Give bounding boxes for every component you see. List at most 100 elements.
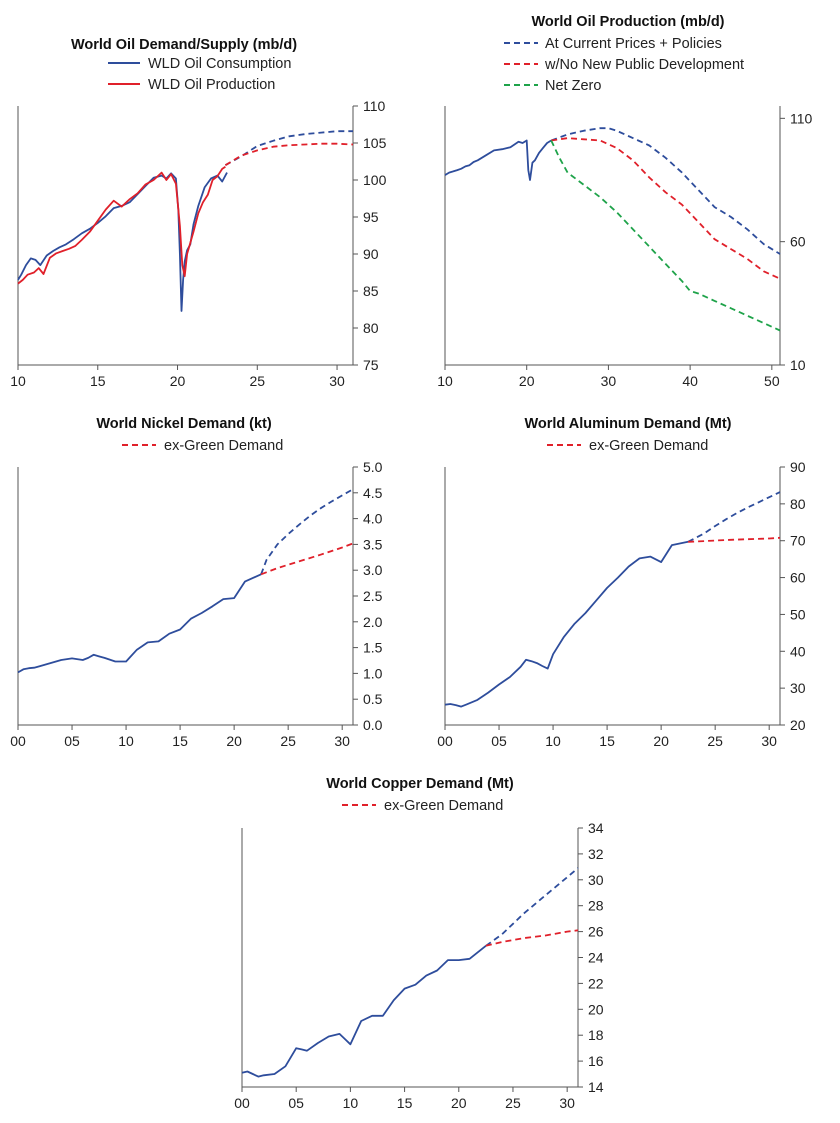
y-tick-label: 2.0 [363,614,383,630]
series-line-history [444,139,552,181]
y-tick-label: 40 [790,643,806,659]
y-tick-label: 1.5 [363,640,383,656]
y-tick-label: 85 [363,283,379,299]
plot-frame [444,106,781,366]
chart-title: World Copper Demand (Mt) [326,776,514,792]
y-tick-label: 10 [790,357,806,373]
x-tick-label: 30 [329,373,345,389]
legend-label-current-policies: At Current Prices + Policies [545,36,722,52]
y-tick-label: 16 [588,1053,604,1069]
y-tick-label: 60 [790,570,806,586]
x-tick-label: 15 [172,733,188,749]
y-tick-label: 3.0 [363,562,383,578]
plot-aluminum-demand: 00 05 10 15 20 25 30 20 30 40 50 60 70 80 90 [437,459,806,749]
series-line-at-current-prices-policies [550,127,781,255]
x-tick-label: 50 [764,373,780,389]
plot-copper-demand: 00 05 10 15 20 25 30 14 16 18 20 22 24 26 28 30 32 34 [234,820,604,1111]
plot-frame [17,106,354,366]
plot-frame [241,828,579,1088]
x-tick-label: 10 [343,1095,359,1111]
y-tick-label: 22 [588,975,604,991]
x-tick-label: 10 [10,373,26,389]
y-tick-label: 32 [588,846,604,862]
y-tick-label: 90 [790,459,806,475]
x-tick-label: 20 [653,733,669,749]
series-line-wld-oil-consumption-forecast [224,130,353,166]
plot-oil-demand-supply: 10 15 20 25 30 75 80 85 90 95 100 105 110 [10,98,386,389]
chart-title: World Nickel Demand (kt) [96,416,272,432]
series-line-ex-green-demand [260,542,354,576]
x-tick-label: 30 [601,373,617,389]
series-line-w-no-new-public-development [551,137,781,280]
chart-copper-demand: World Copper Demand (Mt) ex-Green Demand… [234,776,604,1111]
x-tick-label: 20 [170,373,186,389]
legend-label-production: WLD Oil Production [148,77,275,93]
x-tick-label: 15 [599,733,615,749]
y-tick-label: 75 [363,357,379,373]
series-line-demand-forecast [260,488,354,575]
y-tick-label: 3.5 [363,536,383,552]
x-tick-label: 05 [491,733,507,749]
chart-title: World Aluminum Demand (Mt) [524,416,731,432]
series-line-demand-history [241,945,487,1078]
y-tick-label: 100 [363,172,387,188]
x-tick-label: 10 [437,373,453,389]
legend-label-ex-green: ex-Green Demand [384,798,503,814]
plot-nickel-demand: 00 05 10 15 20 25 30 0.0 0.5 1.0 1.5 2.0 2.5 3.0 3.5 4.… [10,459,382,749]
series-line-wld-oil-production-forecast [224,142,354,166]
x-tick-label: 30 [559,1095,575,1111]
x-tick-label: 05 [64,733,80,749]
x-tick-label: 20 [519,373,535,389]
y-tick-label: 60 [790,234,806,250]
y-tick-label: 18 [588,1027,604,1043]
x-tick-label: 30 [334,733,350,749]
chart-title: World Oil Demand/Supply (mb/d) [71,37,297,53]
plot-frame [444,467,781,726]
y-tick-label: 105 [363,135,387,151]
series-line-wld-oil-production-history [17,165,226,285]
y-tick-label: 90 [363,246,379,262]
y-tick-label: 28 [588,898,604,914]
chart-oil-demand-supply: World Oil Demand/Supply (mb/d) WLD Oil C… [10,37,386,389]
legend-label-consumption: WLD Oil Consumption [148,56,291,72]
legend-label-net-zero: Net Zero [545,78,601,94]
y-tick-label: 1.0 [363,665,383,681]
y-tick-label: 24 [588,950,604,966]
y-tick-label: 26 [588,924,604,940]
y-tick-label: 80 [790,496,806,512]
chart-aluminum-demand: World Aluminum Demand (Mt) ex-Green Dema… [437,416,806,749]
x-tick-label: 20 [226,733,242,749]
y-tick-label: 34 [588,820,604,836]
series-line-demand-forecast [687,491,781,543]
y-tick-label: 14 [588,1079,604,1095]
x-tick-label: 10 [118,733,134,749]
x-tick-label: 25 [707,733,723,749]
y-tick-label: 30 [790,680,806,696]
x-tick-label: 30 [761,733,777,749]
x-tick-label: 15 [397,1095,413,1111]
x-tick-label: 00 [437,733,453,749]
chart-oil-production: World Oil Production (mb/d) At Current P… [437,14,812,389]
series-line-demand-history [17,573,262,674]
y-tick-label: 4.0 [363,511,383,527]
series-line-net-zero [550,140,781,332]
x-tick-label: 05 [288,1095,304,1111]
y-tick-label: 4.5 [363,485,383,501]
series-line-ex-green-demand [688,536,781,543]
y-tick-label: 110 [790,110,813,126]
x-tick-label: 15 [90,373,106,389]
y-tick-label: 95 [363,209,379,225]
y-tick-label: 2.5 [363,588,383,604]
legend-label-ex-green: ex-Green Demand [589,438,708,454]
plot-oil-production: 10 20 30 40 50 10 60 110 [437,106,813,389]
series-line-wld-oil-consumption-history [17,172,228,312]
y-tick-label: 50 [790,606,806,622]
chart-nickel-demand: World Nickel Demand (kt) ex-Green Demand… [10,416,382,749]
y-tick-label: 110 [363,98,386,114]
x-tick-label: 40 [682,373,698,389]
y-tick-label: 5.0 [363,459,383,475]
y-tick-label: 70 [790,533,806,549]
x-tick-label: 25 [280,733,296,749]
y-tick-label: 20 [588,1001,604,1017]
